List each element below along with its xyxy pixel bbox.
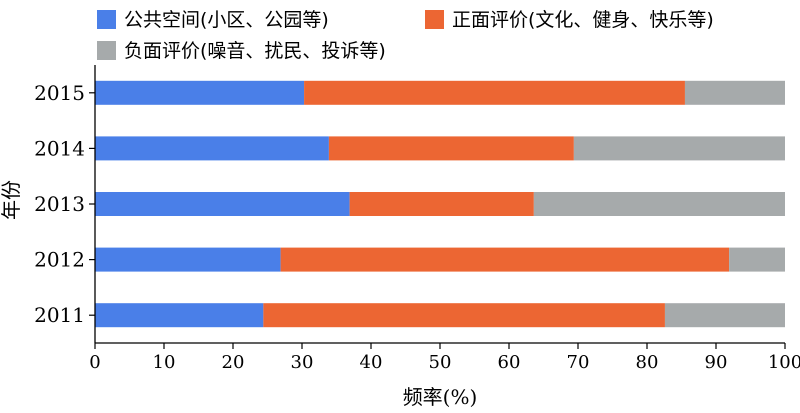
x-tick-label: 10 bbox=[153, 352, 176, 373]
y-tick-label: 2012 bbox=[34, 248, 85, 272]
legend-label: 负面评价(噪音、扰民、投诉等) bbox=[124, 40, 386, 62]
bar-2014-series-3 bbox=[573, 136, 785, 161]
bar-2012-series-1 bbox=[95, 247, 281, 272]
y-tick-label: 2013 bbox=[34, 192, 85, 216]
bar-2015-series-2 bbox=[304, 80, 685, 105]
bar-2014-series-1 bbox=[95, 136, 329, 161]
legend-label: 正面评价(文化、健身、快乐等) bbox=[452, 9, 714, 31]
bar-2014-series-2 bbox=[328, 136, 574, 161]
x-tick-label: 70 bbox=[567, 352, 590, 373]
y-tick-label: 2011 bbox=[34, 303, 85, 327]
y-tick-label: 2015 bbox=[34, 81, 85, 105]
bar-2015-series-3 bbox=[684, 80, 785, 105]
legend-label: 公共空间(小区、公园等) bbox=[124, 9, 329, 31]
y-axis-title: 年份 bbox=[0, 180, 23, 220]
legend-swatch bbox=[425, 10, 444, 29]
x-tick-label: 100 bbox=[768, 352, 800, 373]
bar-2011-series-1 bbox=[95, 303, 264, 328]
y-tick-label: 2014 bbox=[34, 136, 85, 160]
x-tick-label: 90 bbox=[705, 352, 728, 373]
x-tick-label: 20 bbox=[222, 352, 245, 373]
bar-2011-series-3 bbox=[664, 303, 785, 328]
bar-2011-series-2 bbox=[263, 303, 665, 328]
x-tick-label: 0 bbox=[89, 352, 100, 373]
x-axis-title: 频率(%) bbox=[403, 385, 478, 409]
x-tick-label: 80 bbox=[636, 352, 659, 373]
bars bbox=[95, 80, 785, 328]
bar-2013-series-1 bbox=[95, 192, 350, 216]
x-tick-label: 50 bbox=[429, 352, 452, 373]
bar-2013-series-3 bbox=[533, 192, 785, 216]
legend-swatch bbox=[97, 10, 116, 29]
legend: 公共空间(小区、公园等) 正面评价(文化、健身、快乐等) 负面评价(噪音、扰民、投诉… bbox=[97, 9, 714, 62]
x-tick-label: 40 bbox=[360, 352, 383, 373]
axes: 2015 2014 2013 2012 2011 0 10 20 30 40 50 60 70 80 90 1… bbox=[34, 65, 800, 373]
legend-swatch bbox=[97, 41, 116, 60]
bar-2012-series-2 bbox=[280, 247, 730, 272]
bar-2015-series-1 bbox=[95, 80, 305, 105]
x-tick-label: 30 bbox=[291, 352, 314, 373]
x-tick-label: 60 bbox=[498, 352, 521, 373]
bar-2012-series-3 bbox=[729, 247, 785, 272]
bar-2013-series-2 bbox=[349, 192, 534, 216]
